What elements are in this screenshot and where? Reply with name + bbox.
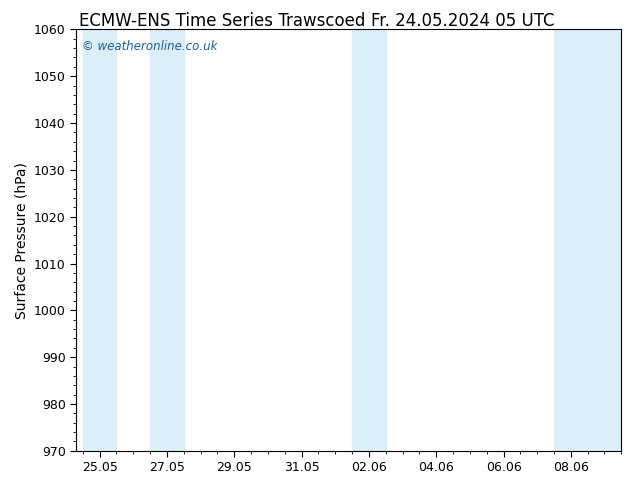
Text: © weatheronline.co.uk: © weatheronline.co.uk: [82, 40, 217, 53]
Y-axis label: Surface Pressure (hPa): Surface Pressure (hPa): [14, 162, 29, 318]
Text: ECMW-ENS Time Series Trawscoed: ECMW-ENS Time Series Trawscoed: [79, 12, 365, 30]
Bar: [352, 29, 385, 451]
Bar: [150, 29, 184, 451]
Bar: [83, 29, 117, 451]
Text: Fr. 24.05.2024 05 UTC: Fr. 24.05.2024 05 UTC: [371, 12, 555, 30]
Bar: [554, 29, 621, 451]
